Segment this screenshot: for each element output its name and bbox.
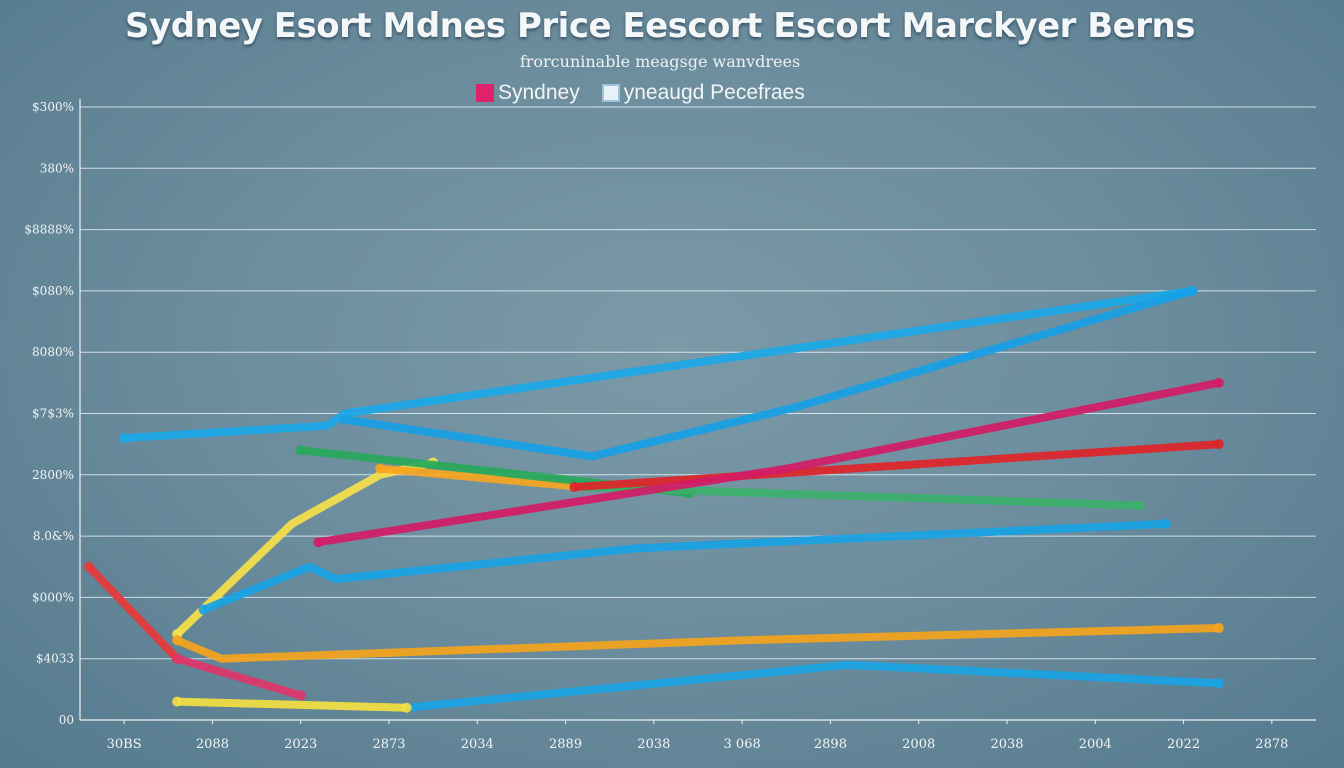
chart-title: Sydney Esort Mdnes Price Eescort Escort … — [125, 6, 1195, 46]
x-tick-label: 2889 — [549, 737, 582, 752]
y-tick-label: $8888% — [24, 223, 74, 237]
series-line-7 — [317, 378, 1220, 547]
legend-swatch-second — [601, 84, 620, 102]
series-line-3 — [379, 464, 584, 492]
series-point — [1213, 623, 1224, 634]
legend-label-syndney: Syndney — [498, 81, 580, 104]
series-line-13 — [177, 697, 407, 712]
series-point — [295, 690, 306, 701]
x-tick-label: 2008 — [902, 737, 935, 752]
y-tick-label: 8.0&% — [33, 529, 74, 543]
series-point — [313, 537, 324, 548]
series-point — [172, 653, 183, 664]
legend-item-second[interactable]: yneaugd Pecefraes — [601, 81, 805, 105]
x-tick-label: 2004 — [1079, 737, 1112, 752]
x-tick-label: 2088 — [196, 737, 229, 752]
series-point — [339, 414, 350, 425]
series-line-9 — [175, 624, 1219, 663]
x-tick-label: 2898 — [814, 737, 847, 752]
legend: Syndney yneaugd Pecefraes — [476, 81, 805, 105]
chart-subtitle: frorcuninable meagsge wanvdrees — [519, 52, 801, 71]
legend-item-syndney[interactable]: Syndney — [476, 81, 580, 105]
x-tick-label: 2038 — [990, 737, 1023, 752]
x-tick-label: 2022 — [1167, 737, 1200, 752]
series-line-10 — [406, 660, 1220, 712]
series-line-5 — [583, 483, 1140, 510]
legend-swatch-syndney — [476, 84, 494, 102]
series-point — [1187, 285, 1198, 296]
series-point — [295, 445, 306, 456]
y-tick-label: 2800% — [32, 468, 74, 482]
series-point — [172, 696, 183, 707]
x-tick-label: 30BS — [107, 737, 142, 752]
series-point — [401, 702, 412, 713]
series-line-11 — [85, 563, 180, 662]
series-point — [119, 433, 130, 444]
y-tick-label: $300% — [32, 100, 74, 114]
series-line-6 — [574, 440, 1220, 492]
series-point — [569, 482, 580, 493]
y-tick-label: $080% — [32, 284, 74, 298]
x-tick-label: 2873 — [372, 737, 405, 752]
series-line-0 — [123, 286, 1193, 443]
series-point — [1160, 518, 1171, 529]
y-tick-label: $7$3% — [32, 407, 74, 421]
y-tick-label: $000% — [32, 590, 74, 604]
x-tick-label: 2038 — [637, 737, 670, 752]
series-line-1 — [344, 287, 1194, 461]
y-tick-label: $4033 — [36, 652, 74, 666]
series-line-12 — [175, 654, 302, 700]
y-tick-label: 380% — [40, 161, 74, 175]
series-point — [1213, 678, 1224, 689]
series-point — [198, 604, 209, 615]
y-tick-label: 8080% — [32, 345, 74, 359]
series-point — [1134, 500, 1145, 511]
x-tick-label: 2023 — [284, 737, 317, 752]
series-point — [172, 635, 183, 646]
x-tick-label: 2878 — [1255, 737, 1288, 752]
series-point — [1213, 377, 1224, 388]
series-point — [375, 463, 386, 474]
series-line-8 — [202, 519, 1167, 614]
x-tick-label: 2034 — [461, 737, 494, 752]
y-tick-label: 00 — [59, 713, 74, 727]
x-tick-label: 3 068 — [724, 737, 761, 752]
series-point — [1213, 439, 1224, 450]
legend-label-second: yneaugd Pecefraes — [623, 81, 805, 104]
series-point — [83, 561, 94, 572]
